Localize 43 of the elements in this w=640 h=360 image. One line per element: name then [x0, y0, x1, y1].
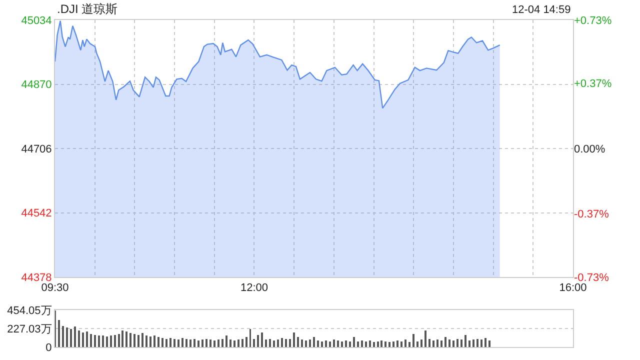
- bar: [476, 338, 478, 347]
- bar: [356, 341, 359, 347]
- bar: [217, 340, 220, 347]
- y-tick-label: 44870: [21, 79, 52, 92]
- bar: [201, 340, 204, 347]
- bar: [166, 338, 168, 347]
- text: 12-04 14:59: [512, 4, 571, 16]
- bar: [98, 336, 100, 347]
- bar: [320, 341, 323, 347]
- bar: [460, 340, 462, 347]
- y-tick-label: 0: [46, 342, 52, 354]
- y-tick-label: 44542: [21, 208, 52, 220]
- bar: [62, 326, 64, 347]
- x-tick-label: 12:00: [240, 282, 268, 294]
- bar: [424, 330, 427, 347]
- y-tick-label: 227.03万: [7, 323, 52, 336]
- y2-tick-label: +0.73%: [574, 14, 612, 27]
- bar: [269, 338, 272, 347]
- bar: [261, 332, 264, 347]
- y-tick-label: 44706: [21, 143, 52, 156]
- bar: [408, 342, 411, 347]
- y2-tick-label: +0.37%: [574, 78, 612, 90]
- bar: [305, 340, 308, 347]
- bar: [150, 336, 152, 347]
- y-tick-label: 44378: [21, 272, 52, 284]
- x-tick-label: 09:30: [41, 282, 69, 294]
- bar: [158, 337, 160, 347]
- y2-tick-label: -0.37%: [574, 208, 610, 220]
- y-tick-label: 454.05万: [7, 304, 52, 317]
- bar: [416, 341, 419, 347]
- bar: [364, 341, 367, 347]
- bar: [253, 338, 256, 347]
- y-tick-label: 45034: [21, 14, 52, 27]
- bar: [114, 334, 116, 347]
- bar: [372, 342, 375, 347]
- bar: [468, 340, 470, 347]
- chart-title: .DJI 道琼斯: [57, 2, 118, 16]
- x-tick-label: 16:00: [559, 282, 587, 294]
- y2-tick-label: -0.73%: [574, 272, 610, 284]
- bar: [313, 337, 315, 347]
- bar: [209, 340, 212, 347]
- y2-tick-label: 0.00%: [574, 143, 606, 156]
- bar: [106, 336, 108, 347]
